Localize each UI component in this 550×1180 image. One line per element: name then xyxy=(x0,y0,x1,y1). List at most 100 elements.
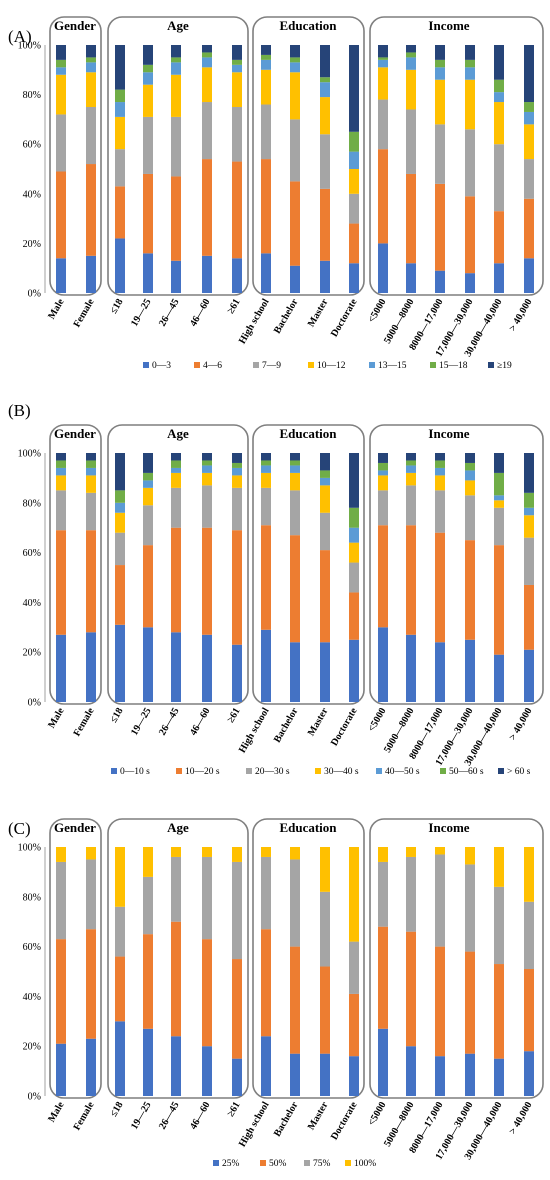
bar-segment-10-20-s-high-school xyxy=(261,525,271,630)
bar-segment-60-s-18 xyxy=(115,453,125,491)
bar-segment-10-12-61 xyxy=(232,72,242,107)
bar-segment-20-30-s-bachelor xyxy=(290,490,300,536)
legend-swatch-10-20-s xyxy=(176,768,182,774)
bar-segment-50-17-000-30-000 xyxy=(465,951,475,1054)
bar-segment-4-6-male xyxy=(56,171,66,259)
group-title-income: Income xyxy=(428,820,469,835)
bar-segment-0-10-s-8000-17-000 xyxy=(435,642,445,702)
bar-segment-30-40-s-19-25 xyxy=(143,487,153,506)
bar-segment-75-40-000 xyxy=(524,901,534,970)
legend-swatch-4-6 xyxy=(194,362,200,368)
bar-segment-40-50-s-61 xyxy=(232,467,242,476)
bar-segment-40-50-s-17-000-30-000 xyxy=(465,470,475,481)
group-box-income xyxy=(369,16,544,296)
x-tick-label: High school xyxy=(237,1100,272,1149)
bar-segment-10-20-s-40-000 xyxy=(524,584,534,650)
bar-segment-0-3-19-25 xyxy=(143,253,153,293)
bar-segment-40-50-s-male xyxy=(56,467,66,476)
bar-segment-30-40-s-5000-8000 xyxy=(406,472,416,486)
bar-segment-10-20-s-8000-17-000 xyxy=(435,532,445,643)
bar-segment-10-12-46-60 xyxy=(202,67,212,103)
bar-segment-50-61 xyxy=(232,959,242,1059)
x-tick-label: 46—60 xyxy=(188,297,213,328)
bar-segment-75-19-25 xyxy=(143,876,153,935)
bar-segment-100-bachelor xyxy=(290,847,300,860)
panel-c: (C) 0% 20% 40% 60% 80% 100% Gender Age Education I… xyxy=(8,818,544,1169)
legend-label-25: 25% xyxy=(222,1159,240,1169)
x-tick-label: <5000 xyxy=(366,297,388,325)
x-tick-label: ≥61 xyxy=(225,297,242,316)
group-title-age: Age xyxy=(167,820,189,835)
bar-segment-13-15-18 xyxy=(115,102,125,117)
group-title-gender: Gender xyxy=(54,426,96,441)
bar-segment-25-male xyxy=(56,1043,66,1096)
group-title-age: Age xyxy=(167,426,189,441)
y-tick-label: 20% xyxy=(23,1042,41,1053)
bar-segment-19-5000-8000 xyxy=(406,45,416,53)
bar-segment-20-30-s-46-60 xyxy=(202,485,212,528)
x-tick-label: ≤18 xyxy=(108,297,125,316)
bar-segment-50-60-s-19-25 xyxy=(143,472,153,481)
bar-segment-13-15-master xyxy=(320,82,330,98)
x-tick-label: > 40,000 xyxy=(507,297,534,333)
bar-segment-75-doctorate xyxy=(349,941,359,994)
bar-segment-10-20-s-doctorate xyxy=(349,592,359,640)
bar-segment-10-12-male xyxy=(56,74,66,115)
bar-segment-0-3-30-000-40-000 xyxy=(494,263,504,293)
bar-segment-20-30-s-master xyxy=(320,512,330,551)
bar-segment-0-3-5000 xyxy=(378,243,388,293)
bar-segment-30-40-s-8000-17-000 xyxy=(435,475,445,491)
bar-segment-10-20-s-17-000-30-000 xyxy=(465,540,475,640)
x-tick-label: High school xyxy=(237,706,272,755)
bar-segment-100-19-25 xyxy=(143,847,153,877)
bar-segment-50-60-s-46-60 xyxy=(202,460,212,466)
bar-segment-40-50-s-5000 xyxy=(378,470,388,476)
bar-segment-10-20-s-18 xyxy=(115,565,125,625)
y-tick-label: 80% xyxy=(23,498,41,509)
legend-swatch-50 xyxy=(260,1160,266,1166)
bar-segment-50-male xyxy=(56,939,66,1044)
bar-segment-75-master xyxy=(320,891,330,967)
legend-label-4-6: 4—6 xyxy=(203,361,222,371)
bar-segment-30-40-s-30-000-40-000 xyxy=(494,500,504,508)
bar-segment-0-3-5000-8000 xyxy=(406,263,416,293)
bar-segment-100-61 xyxy=(232,847,242,862)
bar-segment-7-9-61 xyxy=(232,107,242,162)
bar-segment-50-19-25 xyxy=(143,934,153,1029)
bar-segment-30-40-s-master xyxy=(320,485,330,513)
bar-segment-10-12-8000-17-000 xyxy=(435,79,445,125)
y-tick-label: 40% xyxy=(23,189,41,200)
bar-segment-15-18-5000-8000 xyxy=(406,52,416,58)
bar-segment-100-30-000-40-000 xyxy=(494,847,504,887)
bar-segment-40-50-s-18 xyxy=(115,502,125,513)
group-box-age xyxy=(107,818,249,1099)
bar-segment-30-40-s-46-60 xyxy=(202,472,212,486)
legend-swatch-30-40-s xyxy=(315,768,321,774)
legend-swatch-100 xyxy=(345,1160,351,1166)
group-box-education xyxy=(252,424,365,705)
legend-label-0-10-s: 0—10 s xyxy=(120,767,150,777)
bar-segment-7-9-18 xyxy=(115,149,125,187)
bar-segment-50-30-000-40-000 xyxy=(494,964,504,1059)
x-tick-label: <5000 xyxy=(366,706,388,734)
bar-segment-10-12-doctorate xyxy=(349,169,359,194)
bar-segment-40-50-s-high-school xyxy=(261,465,271,473)
y-tick-label: 40% xyxy=(23,598,41,609)
bar-segment-50-8000-17-000 xyxy=(435,946,445,1057)
legend-swatch-50-60-s xyxy=(440,768,446,774)
x-tick-label: 26—45 xyxy=(157,297,182,328)
legend-swatch-75 xyxy=(304,1160,310,1166)
bar-segment-7-9-19-25 xyxy=(143,116,153,174)
group-title-income: Income xyxy=(428,18,469,33)
bar-segment-7-9-5000-8000 xyxy=(406,109,416,174)
bar-segment-15-18-8000-17-000 xyxy=(435,59,445,68)
bar-segment-10-12-26-45 xyxy=(171,74,181,117)
bar-segment-7-9-46-60 xyxy=(202,102,212,160)
x-tick-label: High school xyxy=(237,297,272,346)
bar-segment-25-46-60 xyxy=(202,1046,212,1096)
bar-segment-75-30-000-40-000 xyxy=(494,886,504,965)
bar-segment-19-19-25 xyxy=(143,45,153,65)
x-tick-label: ≥61 xyxy=(225,1100,242,1119)
y-tick-label: 20% xyxy=(23,648,41,659)
